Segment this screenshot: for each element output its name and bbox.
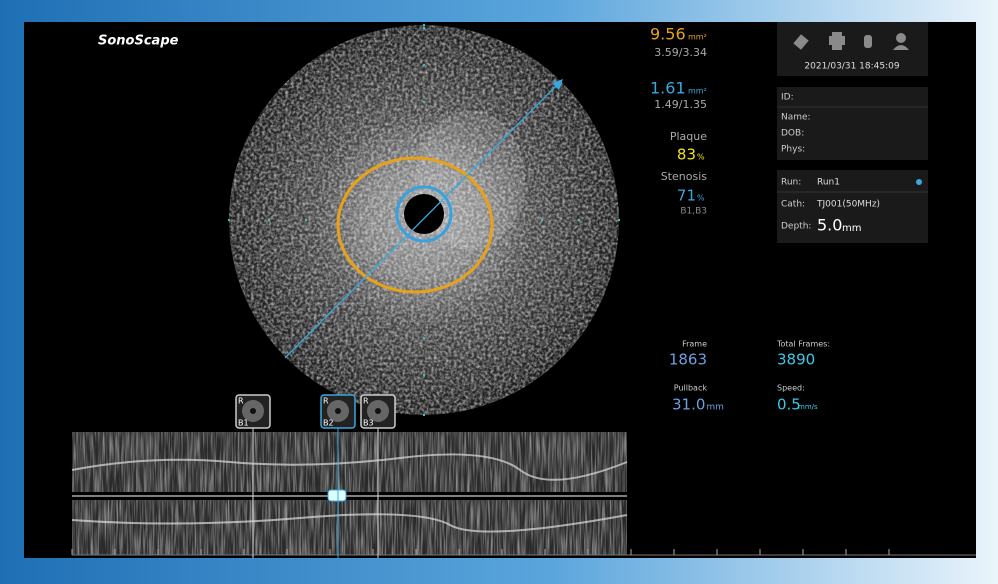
stenosis-label: Stenosis — [661, 170, 708, 183]
bookmark-label: B3 — [363, 419, 374, 428]
catheter — [404, 194, 444, 234]
brand: SonoScape — [98, 34, 179, 49]
user-icon[interactable] — [896, 33, 906, 43]
plaque-label: Plaque — [670, 130, 707, 143]
pullback-value: 31.0 — [672, 396, 705, 414]
usb-icon[interactable] — [793, 34, 809, 50]
cut-plane-handle[interactable] — [327, 489, 347, 502]
scale-dot — [422, 63, 426, 67]
print-icon-top — [832, 32, 842, 37]
scale-dot — [422, 336, 426, 340]
depth-label: Depth: — [781, 222, 811, 232]
scale-dot — [422, 100, 426, 104]
measure-line — [284, 81, 561, 359]
datetime: 2021/03/31 18:45:09 — [804, 62, 899, 72]
longitudinal-view — [71, 432, 976, 556]
plaque-unit: % — [697, 153, 705, 162]
patient-field-label: Phys: — [781, 145, 805, 155]
patient-panel — [777, 87, 928, 160]
vessel-area-unit: mm² — [688, 33, 707, 42]
bookmark-thumb-lumen — [375, 408, 381, 414]
vessel-area-value: 9.56 — [650, 25, 686, 44]
bookmark[interactable]: R B1 — [235, 394, 271, 429]
scale-dots — [227, 23, 621, 417]
long-view-bottom-wall — [71, 513, 628, 533]
pullback-label: Pullback — [674, 384, 708, 393]
lumen-area-detail: 1.49/1.35 — [654, 98, 707, 111]
bookmark-label: B2 — [323, 419, 334, 428]
ivus-image — [229, 25, 619, 415]
plaque-value: 83 — [677, 146, 696, 164]
patient-field-label: ID: — [781, 93, 794, 103]
bookmark-tag: R — [238, 397, 244, 406]
cath-label: Cath: — [781, 200, 805, 210]
patient-field-label: Name: — [781, 113, 811, 123]
scale-dot — [227, 218, 231, 222]
stenosis-unit: % — [697, 194, 705, 203]
run-value: Run1 — [817, 178, 840, 188]
measure-arrow — [552, 79, 563, 90]
patient-field-label: DOB: — [781, 129, 804, 139]
print-icon[interactable] — [829, 36, 845, 45]
toolbar-icons — [793, 32, 909, 50]
scale-dot — [267, 218, 271, 222]
scale-dot — [422, 23, 426, 27]
vessel-contour — [336, 156, 494, 294]
stenosis-value: 71 — [677, 187, 696, 205]
speed-value: 0.5 — [777, 396, 801, 414]
bookmark-tag: R — [323, 397, 329, 406]
scale-dot — [540, 218, 544, 222]
scale-dot — [422, 26, 426, 30]
run-label: Run: — [781, 178, 801, 188]
timeline-ticks — [71, 549, 890, 555]
scale-dot — [422, 413, 426, 417]
speed-label: Speed: — [777, 384, 805, 393]
patient-fields: ID: Name: DOB: Phys: — [781, 93, 811, 155]
bookmark-tag: R — [363, 397, 369, 406]
bookmarks: R B1 R B2 R B3 — [235, 394, 396, 558]
stenosis-detail: B1,B3 — [680, 207, 707, 217]
vessel-area-detail: 3.59/3.34 — [654, 46, 707, 59]
long-view-top-wall — [71, 453, 628, 481]
pullback-unit: mm — [706, 403, 724, 413]
depth-unit: mm — [842, 223, 861, 234]
run-info-icon[interactable] — [916, 179, 922, 185]
bookmark[interactable]: R B2 — [320, 394, 356, 429]
lumen-area-value: 1.61 — [650, 79, 686, 98]
bookmark-label: B1 — [238, 419, 249, 428]
scale-dot — [304, 218, 308, 222]
run-panel — [777, 170, 928, 243]
scale-dot — [577, 218, 581, 222]
lumen-contour — [395, 185, 453, 243]
frame-label: Frame — [682, 340, 707, 349]
bookmark-thumb-lumen — [250, 408, 256, 414]
scale-dot — [422, 373, 426, 377]
print-icon-paper — [832, 45, 842, 50]
probe-icon[interactable] — [864, 35, 872, 48]
depth-value: 5.0 — [817, 216, 842, 235]
cath-value: TJ001(50MHz) — [816, 200, 880, 210]
long-view-bottom-texture — [72, 500, 627, 555]
scale-dot — [617, 218, 621, 222]
frame-value: 1863 — [669, 351, 707, 369]
lumen-area-unit: mm² — [688, 87, 707, 96]
bookmark[interactable]: R B3 — [360, 394, 396, 429]
speed-unit: mm/s — [798, 403, 818, 411]
user-icon-body — [893, 45, 909, 50]
bookmark-thumb-lumen — [335, 408, 341, 414]
total-frames-value: 3890 — [777, 351, 815, 369]
total-frames-label: Total Frames: — [776, 340, 830, 349]
